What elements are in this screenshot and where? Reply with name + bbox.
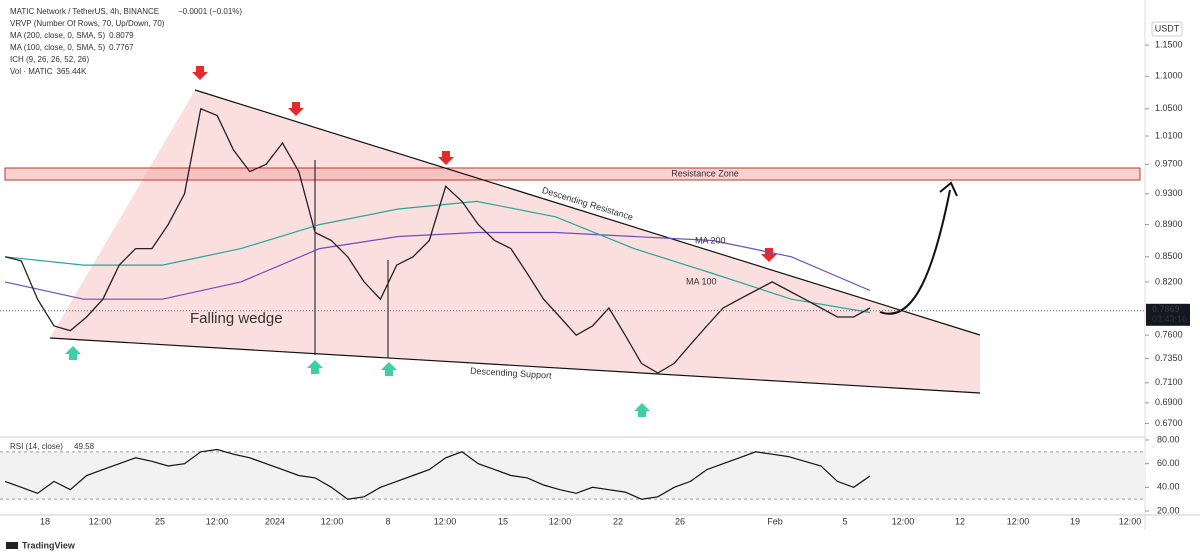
x-tick-label: 12:00 [89,516,112,526]
currency-box [1151,21,1183,37]
symbol-change: −0.0001 (−0.01%) [178,7,242,16]
rsi-tick-label: 20.00 [1157,505,1180,515]
support-line [49,337,981,394]
up-arrow [307,360,323,374]
ma-line [4,200,871,314]
up-arrow [65,346,81,360]
projection-arrow [879,189,951,315]
x-tick-label: 12:00 [321,516,344,526]
x-tick-label: 19 [1070,516,1080,526]
resistance-line [194,89,981,336]
x-tick-label: 5 [842,516,847,526]
x-tick-label: 26 [675,516,685,526]
y-tick-label: 0.7350 [1155,353,1183,363]
y-tick-label: 1.0100 [1155,130,1183,140]
countdown: 03:43:16 [1152,314,1187,324]
indicator-label: ICH (9, 26, 26, 52, 26) [10,55,89,64]
indicator-list: VRVP (Number Of Rows, 70, Up/Down, 70) MA… [10,19,165,76]
indicator-label: VRVP (Number Of Rows, 70, Up/Down, 70) [10,19,165,28]
y-tick-label: 0.9300 [1155,188,1183,198]
y-tick-label: 0.7600 [1155,330,1183,340]
indicator-label: Vol · MATIC [10,67,53,76]
indicator-value: 0.7767 [109,43,134,52]
rsi-tick-label: 60.00 [1157,458,1180,468]
down-arrow [288,102,304,116]
x-tick-label: 18 [40,516,50,526]
x-tick-label: 12:00 [206,516,229,526]
x-tick-label: 12:00 [549,516,572,526]
ma-label: MA 200 [695,235,726,245]
y-tick-label: 1.0500 [1155,103,1183,113]
indicator-label: MA (100, close, 0, SMA, 5) [10,43,105,52]
rsi-tick-label: 40.00 [1157,482,1180,492]
x-tick-label: 22 [613,516,623,526]
rsi-tick-label: 80.00 [1157,434,1180,444]
y-tick-label: 0.8500 [1155,251,1183,261]
ma-label: MA 100 [686,276,717,286]
currency: USDT [1155,23,1180,33]
brand-logo [6,542,18,549]
symbol-title: MATIC Network / TetherUS, 4h, BINANCE [10,7,159,16]
y-tick-label: 1.1000 [1155,71,1183,81]
support-label: Descending Support [470,366,553,381]
x-tick-label: 8 [385,516,390,526]
x-tick-label: 15 [498,516,508,526]
brand: TradingView [22,540,76,550]
y-tick-label: 0.7100 [1155,377,1183,387]
indicator-label: MA (200, close, 0, SMA, 5) [10,31,105,40]
indicator-value: 0.8079 [109,31,134,40]
x-tick-label: 25 [155,516,165,526]
wedge-area [50,90,980,393]
price-line [4,107,871,374]
y-tick-label: 0.6900 [1155,397,1183,407]
y-tick-label: 1.1500 [1155,39,1183,49]
rsi-last: 49.58 [74,442,95,451]
y-tick-label: 0.8900 [1155,219,1183,229]
x-tick-label: 12 [955,516,965,526]
y-tick-label: 0.9700 [1155,159,1183,169]
y-tick-label: 0.8200 [1155,276,1183,286]
up-arrow [634,403,650,417]
ma-line [4,231,871,300]
y-tick-label: 0.6700 [1155,418,1183,428]
rsi-line [4,448,871,500]
rsi-title: RSI (14, close) [10,442,63,451]
x-tick-label: 12:00 [1007,516,1030,526]
last-price-label: 0.7869 [1152,304,1180,314]
pattern-label: Falling wedge [190,310,283,327]
x-tick-label: Feb [767,516,783,526]
resistance-zone [4,167,1141,181]
down-arrow [438,151,454,165]
down-arrow [192,66,208,80]
x-tick-label: 12:00 [434,516,457,526]
projection-arrowhead [939,181,958,197]
up-arrow [381,362,397,376]
indicator-value: 365.44K [57,67,87,76]
x-tick-label: 12:00 [892,516,915,526]
zone-label: Resistance Zone [671,168,739,178]
up-arrows [65,346,650,417]
x-tick-label: 12:00 [1119,516,1142,526]
x-tick-label: 2024 [265,516,285,526]
last-price-box [1146,303,1190,326]
